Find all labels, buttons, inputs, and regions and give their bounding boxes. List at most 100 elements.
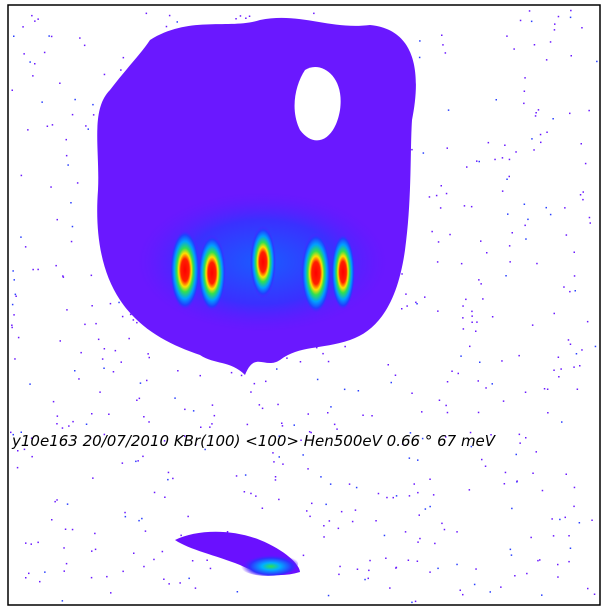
noise-dot — [553, 369, 555, 371]
noise-dot — [261, 507, 264, 509]
noise-dot — [593, 593, 596, 595]
noise-dot — [340, 510, 343, 513]
noise-dot — [199, 374, 201, 377]
noise-dot — [546, 131, 548, 133]
noise-dot — [508, 175, 510, 178]
noise-dot — [401, 273, 403, 275]
noise-dot — [184, 408, 186, 411]
noise-dot — [447, 109, 450, 111]
noise-dot — [299, 361, 302, 363]
noise-dot — [551, 518, 553, 520]
noise-dot — [465, 298, 467, 301]
noise-dot — [356, 568, 359, 570]
noise-dot — [179, 582, 181, 584]
noise-dot — [184, 435, 186, 437]
noise-dot — [530, 536, 532, 539]
noise-dot — [405, 293, 407, 295]
noise-dot — [578, 522, 581, 524]
noise-dot — [34, 20, 36, 22]
noise-dot — [92, 103, 94, 106]
noise-dot — [446, 147, 448, 149]
noise-dot — [103, 348, 106, 350]
noise-dot — [518, 433, 521, 436]
noise-dot — [56, 499, 58, 501]
noise-dot — [357, 390, 360, 392]
noise-dot — [411, 148, 413, 151]
noise-dot — [12, 270, 14, 272]
noise-dot — [570, 9, 572, 12]
noise-dot — [417, 491, 419, 494]
noise-dot — [428, 196, 431, 198]
noise-dot — [389, 587, 391, 589]
noise-dot — [573, 275, 576, 277]
noise-dot — [124, 515, 127, 518]
noise-dot — [265, 380, 267, 383]
noise-dot — [518, 354, 520, 357]
noise-dot — [51, 519, 53, 521]
noise-dot — [90, 274, 93, 277]
noise-dot — [424, 296, 426, 298]
noise-dot — [516, 480, 518, 482]
noise-dot — [136, 321, 138, 324]
noise-dot — [41, 101, 43, 103]
noise-dot — [144, 530, 147, 532]
noise-dot — [311, 502, 313, 505]
noise-dot — [484, 465, 487, 467]
noise-dot — [161, 550, 164, 553]
noise-dot — [272, 452, 274, 454]
noise-dot — [487, 141, 490, 144]
noise-dot — [424, 508, 427, 510]
noise-dot — [65, 562, 68, 565]
noise-dot — [92, 114, 95, 116]
noise-dot — [494, 158, 496, 161]
noise-dot — [282, 463, 284, 465]
noise-dot — [364, 578, 366, 581]
noise-dot — [473, 583, 476, 586]
noise-dot — [524, 224, 526, 227]
noise-dot — [313, 12, 315, 15]
caption: y10e163 20/07/2010 KBr(100) <100> Hen500… — [11, 432, 497, 450]
noise-dot — [244, 474, 247, 476]
noise-dot — [409, 432, 412, 434]
noise-dot — [278, 435, 281, 437]
noise-dot — [437, 310, 439, 312]
noise-dot — [429, 571, 431, 573]
noise-dot — [39, 580, 41, 583]
noise-dot — [167, 478, 169, 481]
noise-dot — [94, 532, 96, 535]
noise-dot — [501, 190, 504, 192]
noise-dot — [422, 152, 425, 154]
noise-dot — [442, 44, 444, 46]
noise-dot — [508, 158, 511, 161]
noise-dot — [120, 69, 122, 71]
noise-dot — [90, 576, 93, 579]
noise-dot — [596, 60, 598, 63]
noise-dot — [336, 428, 338, 430]
noise-dot — [56, 423, 58, 425]
noise-dot — [135, 460, 137, 463]
noise-dot — [20, 236, 22, 238]
noise-dot — [415, 301, 417, 304]
noise-dot — [511, 507, 513, 510]
noise-dot — [591, 519, 593, 521]
spot — [170, 230, 200, 310]
noise-dot — [568, 535, 570, 537]
noise-dot — [54, 500, 56, 503]
noise-dot — [417, 459, 419, 461]
noise-dot — [479, 361, 481, 363]
noise-dot — [31, 455, 33, 458]
noise-dot — [564, 207, 566, 209]
noise-dot — [310, 431, 312, 434]
noise-dot — [588, 216, 591, 219]
noise-dot — [558, 376, 560, 378]
noise-dot — [456, 563, 458, 566]
noise-dot — [552, 118, 554, 120]
noise-dot — [506, 35, 508, 37]
noise-dot — [235, 18, 237, 20]
noise-dot — [569, 16, 572, 19]
noise-dot — [50, 35, 53, 38]
noise-dot — [276, 368, 278, 370]
noise-dot — [553, 29, 556, 31]
noise-dot — [408, 495, 411, 497]
noise-dot — [395, 567, 397, 569]
